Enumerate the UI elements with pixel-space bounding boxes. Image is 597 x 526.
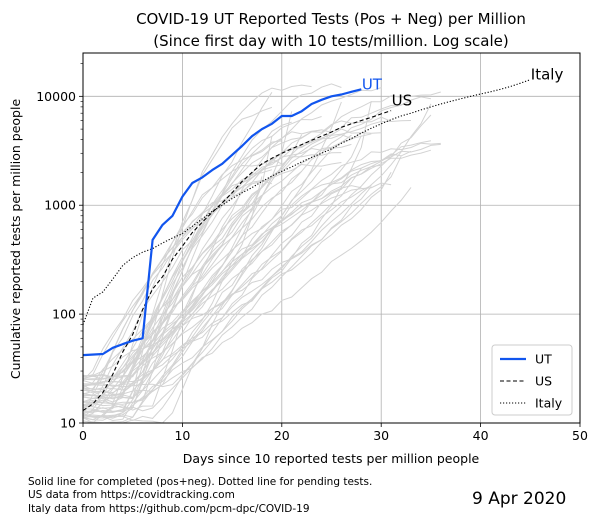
- line-label-us: US: [392, 92, 413, 110]
- background-state-line: [82, 149, 432, 391]
- background-state-line: [82, 132, 382, 380]
- background-state-line: [82, 184, 372, 422]
- y-tick-label: 10: [60, 416, 76, 431]
- x-tick-label: 20: [274, 428, 290, 443]
- x-tick-label: 40: [473, 428, 489, 443]
- y-tick-label: 10000: [36, 89, 76, 104]
- series-line-italy: [82, 79, 531, 325]
- y-tick-label: 1000: [44, 198, 76, 213]
- background-state-line: [82, 87, 382, 411]
- footnote-line-2: US data from https://covidtracking.com: [28, 489, 235, 501]
- legend-box: [491, 344, 573, 416]
- chart-title: COVID-19 UT Reported Tests (Pos + Neg) p…: [136, 10, 526, 28]
- x-tick-label: 50: [572, 428, 588, 443]
- background-state-line: [82, 133, 372, 400]
- legend-label-us: US: [535, 374, 552, 389]
- background-state-line: [82, 103, 432, 406]
- background-state-line: [82, 156, 402, 377]
- line-label-italy: Italy: [531, 66, 564, 84]
- x-tick-label: 30: [373, 428, 389, 443]
- legend-label-italy: Italy: [535, 396, 563, 411]
- background-state-line: [82, 96, 431, 398]
- y-axis-label: Cumulative reported tests per million pe…: [8, 99, 23, 380]
- series-line-us: [82, 110, 392, 412]
- y-tick-label: 100: [52, 307, 76, 322]
- line-label-ut: UT: [362, 75, 383, 93]
- background-state-line: [82, 140, 431, 422]
- footnote-line-1: Solid line for completed (pos+neg). Dott…: [28, 476, 373, 488]
- background-series-group: [82, 83, 441, 424]
- background-state-line: [82, 114, 432, 388]
- series-line-ut: [82, 88, 362, 357]
- background-state-line: [82, 170, 302, 389]
- legend-label-ut: UT: [535, 352, 552, 367]
- background-state-line: [82, 168, 362, 409]
- x-tick-label: 10: [174, 428, 190, 443]
- chart-subtitle: (Since first day with 10 tests/million. …: [153, 32, 508, 50]
- background-state-line: [82, 142, 441, 424]
- line-labels: UT US Italy: [362, 66, 564, 110]
- background-state-line: [83, 121, 292, 413]
- legend: UT US Italy: [491, 344, 573, 416]
- background-state-line: [82, 129, 332, 387]
- x-axis-label: Days since 10 reported tests per million…: [183, 451, 480, 466]
- background-state-line: [82, 120, 412, 394]
- date-stamp: 9 Apr 2020: [472, 489, 567, 509]
- background-state-line: [82, 116, 322, 399]
- background-state-line: [82, 135, 273, 378]
- series-group: [82, 79, 531, 412]
- background-state-line: [82, 182, 392, 395]
- x-tick-label: 0: [79, 428, 87, 443]
- background-state-line: [82, 101, 372, 421]
- footnote-line-3: Italy data from https://github.com/pcm-d…: [28, 503, 310, 515]
- background-state-line: [82, 84, 312, 403]
- background-state-line: [82, 194, 263, 381]
